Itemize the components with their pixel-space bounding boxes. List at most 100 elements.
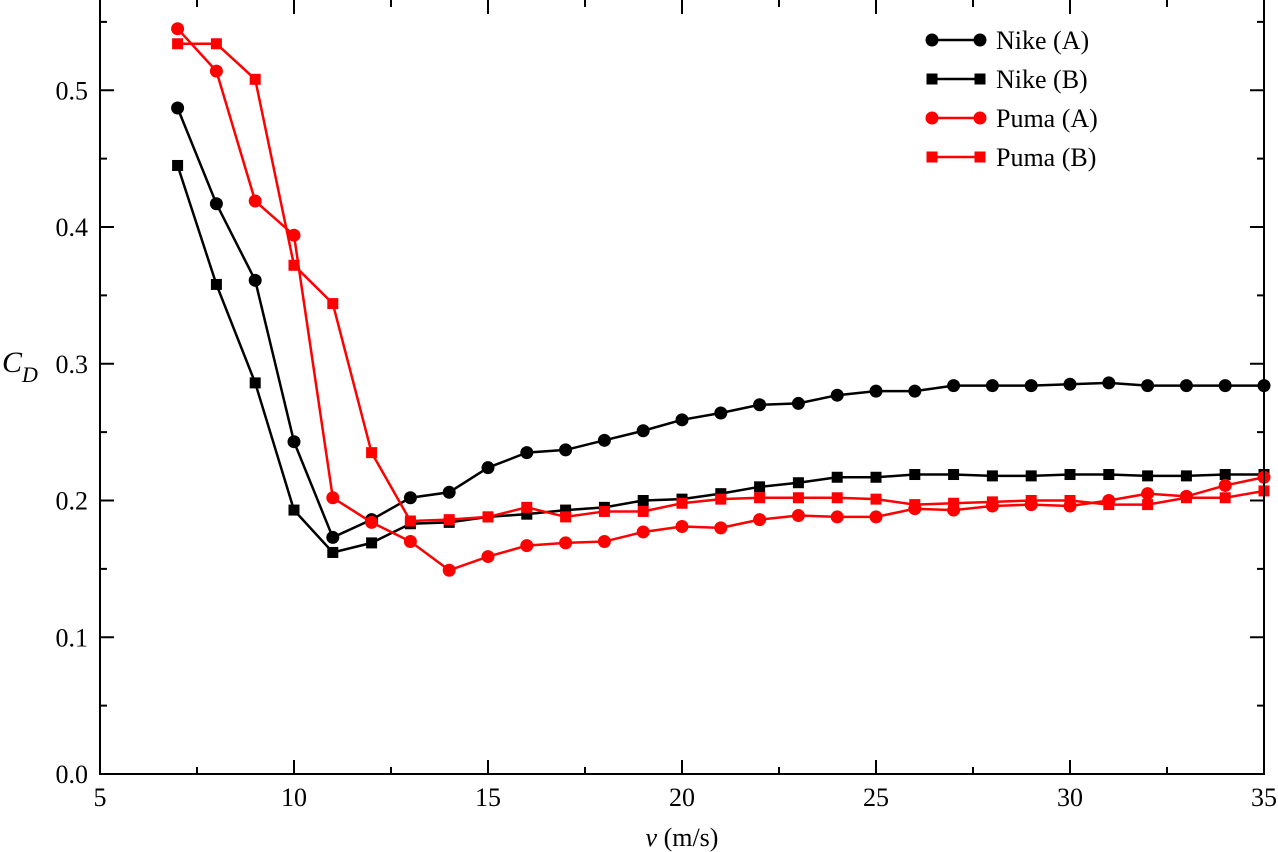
data-point [1141,379,1155,393]
y-tick-label: 0.0 [56,760,89,789]
x-tick-label: 15 [475,783,501,812]
legend-label: Puma (B) [996,143,1096,172]
data-point [366,447,378,459]
x-tick-label: 10 [281,783,307,812]
data-point [986,470,998,482]
plot-frame [99,0,1265,775]
data-point [287,228,301,242]
data-point [948,497,960,509]
y-tick-label: 0.5 [56,76,89,105]
data-point [326,530,340,544]
legend-item: Nike (B) [926,65,1088,94]
data-point [1142,470,1154,482]
data-point [870,471,882,483]
data-point [404,515,416,527]
data-point [598,505,610,517]
x-tick-label: 30 [1057,783,1083,812]
x-tick-label: 35 [1251,783,1277,812]
legend-marker [926,73,938,85]
legend-marker [973,111,987,125]
data-point [560,511,572,523]
data-point [791,509,805,523]
data-point [985,379,999,393]
data-point [520,539,534,553]
data-point [715,493,727,505]
data-point [597,433,611,447]
data-point [560,504,572,516]
data-point [520,446,534,460]
data-point [675,413,689,427]
data-point [1025,495,1037,507]
data-point [597,535,611,549]
data-point [754,481,766,493]
legend-item: Nike (A) [925,26,1089,55]
data-point [1103,469,1115,481]
data-point [210,38,222,50]
data-point [172,38,184,50]
y-tick-label: 0.2 [56,487,89,516]
data-point [171,22,185,36]
data-point [948,469,960,481]
data-point [1064,469,1076,481]
y-tick-label: 0.1 [56,623,89,652]
data-point [909,469,921,481]
data-point [209,197,223,211]
series-line [177,42,1265,523]
legend-marker [973,33,987,47]
y-tick-label: 0.4 [56,213,89,242]
data-point [249,73,261,85]
data-point [792,492,804,504]
data-point [675,519,689,533]
data-point [209,64,223,78]
data-point [443,514,455,526]
data-point [1179,379,1193,393]
y-tick-label: 0.3 [56,350,89,379]
data-point [754,492,766,504]
data-point [831,492,843,504]
data-point [172,159,184,171]
data-point [327,546,339,558]
series-nike-a [171,101,1271,544]
data-point [1219,469,1231,481]
data-point [288,504,300,516]
data-point [481,550,495,564]
data-point [714,406,728,420]
legend-marker [974,73,986,85]
data-point [714,521,728,535]
legend: Nike (A) Nike (B) Puma (A) Puma (B) [925,26,1098,172]
y-axis-label: CD [2,346,38,387]
data-point [870,493,882,505]
data-point [248,194,262,208]
data-point [676,497,688,509]
legend-marker [925,33,939,47]
data-point [481,461,495,475]
legend-label: Puma (A) [996,104,1098,133]
data-point [1063,377,1077,391]
data-point [559,443,573,457]
data-point [986,496,998,508]
data-point [559,536,573,550]
data-point [1218,379,1232,393]
data-point [753,513,767,527]
data-point [403,535,417,549]
data-point [366,537,378,549]
data-point [831,471,843,483]
data-point [1218,478,1232,492]
series-puma-b [172,38,1270,527]
data-point [1141,487,1155,501]
data-point [365,515,379,529]
legend-marker [925,111,939,125]
legend-marker [974,151,986,163]
data-point [210,278,222,290]
legend-label: Nike (B) [996,65,1088,94]
data-point [637,505,649,517]
legend-item: Puma (B) [926,143,1096,172]
data-point [869,510,883,524]
data-point [830,510,844,524]
data-point [521,501,533,513]
data-point [830,388,844,402]
data-point [1180,470,1192,482]
data-point [327,298,339,310]
x-tick-label: 20 [669,783,695,812]
